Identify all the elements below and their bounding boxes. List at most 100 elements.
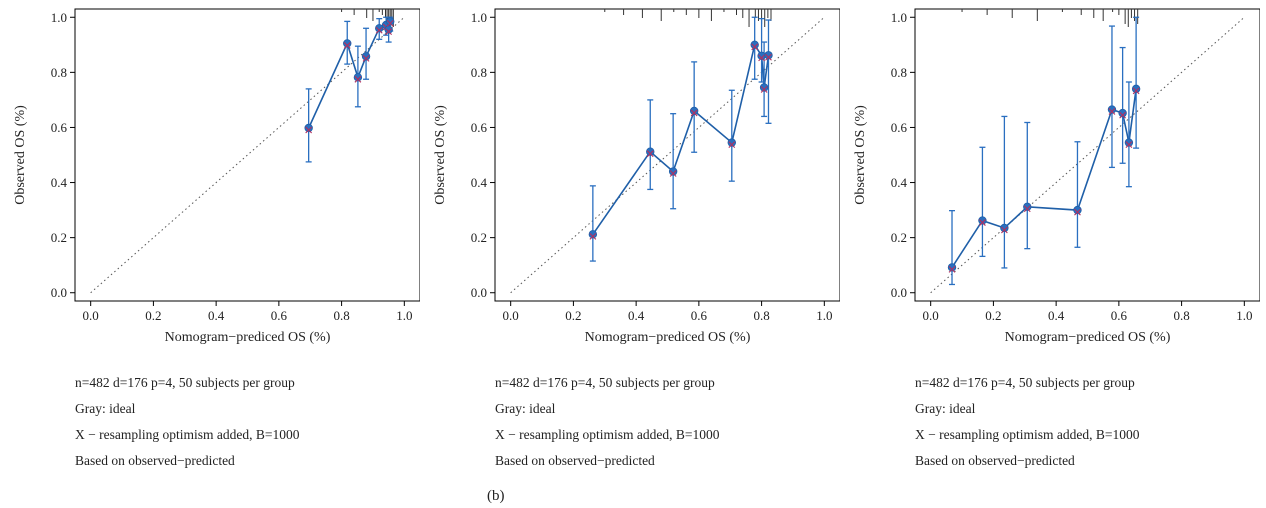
optimism-x-marker	[765, 53, 772, 61]
x-tick-label: 0.8	[1173, 308, 1189, 323]
error-bar	[1125, 81, 1132, 188]
optimism-x-marker	[979, 219, 986, 226]
error-bar	[765, 19, 772, 124]
observed-point	[304, 123, 313, 133]
error-bar	[1001, 115, 1008, 269]
x-tick-label: 0.2	[985, 308, 1001, 323]
x-tick-label: 0.6	[691, 308, 708, 323]
y-tick-label: 1.0	[471, 10, 487, 25]
optimism-x-marker	[386, 20, 394, 27]
optimism-x-marker	[1074, 208, 1081, 216]
note-sample-info: n=482 d=176 p=4, 50 subjects per group	[495, 375, 715, 390]
note-resampling: X − resampling optimism added, B=1000	[495, 427, 720, 442]
x-tick-label: 0.0	[503, 308, 519, 323]
plot-frame	[494, 8, 840, 302]
x-tick-label: 0.2	[145, 308, 161, 323]
optimism-x-marker	[305, 126, 313, 134]
observed-point	[947, 263, 957, 272]
y-axis-title: Observed OS (%)	[13, 105, 28, 205]
y-tick-label: 0.6	[471, 120, 488, 135]
error-bar	[979, 146, 986, 258]
x-tick-label: 0.2	[565, 308, 581, 323]
observed-point	[646, 147, 655, 156]
optimism-x-marker	[589, 232, 597, 240]
ideal-line	[90, 16, 405, 294]
x-tick-label: 0.4	[1048, 308, 1065, 323]
error-bar	[1074, 141, 1081, 248]
optimism-x-marker	[362, 54, 370, 62]
optimism-x-marker	[1023, 205, 1031, 213]
observed-point	[384, 25, 393, 34]
error-bar	[1119, 46, 1126, 164]
x-tick-label: 1.0	[1236, 308, 1252, 323]
calibration-plot-1: 0.0 0.0 0.2 0.2 0.4 0.4 0.6 0.6 0.8 0.8 1.0 1.0 Nomo…	[13, 8, 420, 345]
observed-point	[978, 216, 987, 225]
error-bar	[728, 89, 735, 182]
y-tick-label: 1.0	[891, 10, 907, 25]
observed-point	[1118, 108, 1127, 118]
note-sample-info: n=482 d=176 p=4, 50 subjects per group	[915, 375, 1135, 390]
optimism-x-marker	[354, 75, 362, 83]
y-axis-title: Observed OS (%)	[853, 105, 868, 205]
observed-point	[343, 39, 352, 48]
plot-frame	[914, 8, 1260, 302]
prediction-rug	[961, 9, 1139, 27]
note-basis: Based on observed−predicted	[495, 453, 655, 468]
y-tick-label: 0.0	[891, 285, 907, 300]
calibration-line	[307, 21, 391, 129]
x-tick-label: 0.0	[83, 308, 99, 323]
y-tick-label: 0.8	[51, 65, 67, 80]
error-bar	[647, 99, 654, 191]
optimism-x-marker	[646, 150, 654, 158]
x-tick-label: 1.0	[396, 308, 412, 323]
observed-point	[588, 230, 598, 239]
observed-point	[375, 24, 384, 33]
observed-point	[361, 52, 371, 61]
note-ideal: Gray: ideal	[915, 401, 976, 416]
error-bar	[670, 113, 677, 210]
note-ideal: Gray: ideal	[495, 401, 556, 416]
panel-notes-1: n=482 d=176 p=4, 50 subjects per group G…	[75, 370, 299, 474]
optimism-x-marker	[728, 141, 736, 148]
optimism-x-marker	[751, 43, 759, 51]
y-tick-label: 1.0	[51, 10, 67, 25]
x-axis-title: Nomogram−prediced OS (%)	[165, 330, 331, 345]
y-tick-label: 0.0	[471, 285, 487, 300]
observed-point	[727, 138, 736, 147]
optimism-x-marker	[1125, 141, 1133, 148]
error-bar	[1108, 25, 1115, 169]
x-tick-label: 0.8	[753, 308, 769, 323]
observed-point	[1000, 223, 1009, 233]
panel-notes-2: n=482 d=176 p=4, 50 subjects per group G…	[495, 370, 719, 474]
optimism-x-marker	[1000, 226, 1008, 234]
x-tick-label: 0.0	[923, 308, 939, 323]
note-basis: Based on observed−predicted	[75, 453, 235, 468]
calibration-plot-2: 0.0 0.0 0.2 0.2 0.4 0.4 0.6 0.6 0.8 0.8 1.0 1.0 Nomo…	[433, 8, 840, 345]
ideal-line	[930, 16, 1245, 294]
error-bar	[1024, 121, 1031, 250]
observed-point	[759, 83, 769, 92]
observed-point	[1107, 105, 1117, 114]
figure-caption: (b)	[487, 488, 505, 504]
observed-point	[750, 40, 759, 50]
observed-point	[1023, 202, 1032, 211]
optimism-x-marker	[690, 109, 698, 117]
note-ideal: Gray: ideal	[75, 401, 136, 416]
observed-point	[353, 73, 363, 82]
observed-point	[1131, 84, 1141, 94]
plot-frame	[74, 8, 420, 302]
optimism-x-marker	[669, 170, 677, 177]
optimism-x-marker	[758, 54, 765, 62]
y-tick-label: 0.6	[51, 120, 68, 135]
x-axis-title: Nomogram−prediced OS (%)	[1005, 330, 1171, 345]
prediction-rug	[604, 9, 772, 27]
y-tick-label: 0.4	[471, 175, 488, 190]
error-bar	[949, 209, 956, 286]
observed-point	[668, 167, 678, 176]
observed-point	[1073, 205, 1082, 215]
optimism-x-marker	[1119, 111, 1127, 119]
calibration-plot-3: 0.0 0.0 0.2 0.2 0.4 0.4 0.6 0.6 0.8 0.8 1.0 1.0 Nomo…	[853, 8, 1260, 345]
y-tick-label: 0.0	[51, 285, 67, 300]
ideal-line	[510, 16, 825, 294]
y-tick-label: 0.8	[891, 65, 907, 80]
